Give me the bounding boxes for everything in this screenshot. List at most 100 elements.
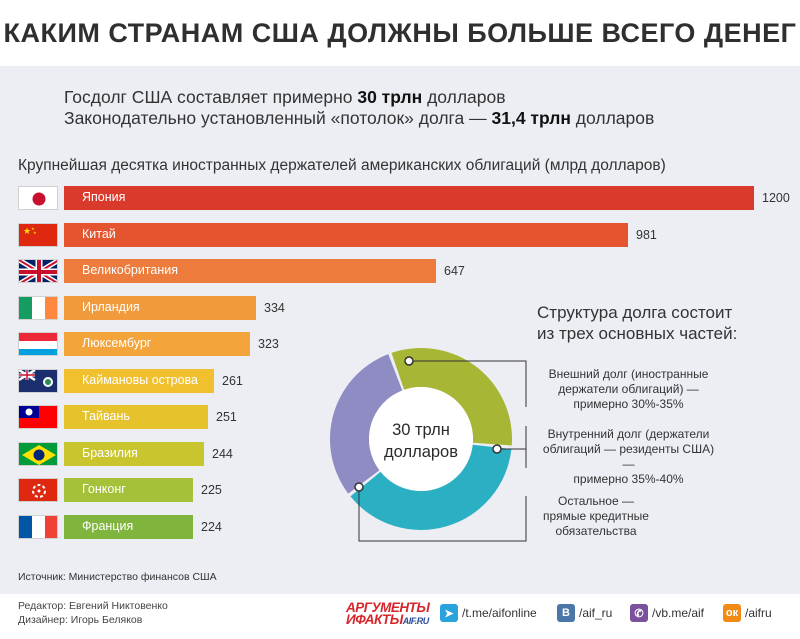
bar-value-label: 251 — [216, 410, 237, 424]
brand-logo[interactable]: АРГУМЕНТЫ ИФАКТЫAIF.RU — [346, 600, 436, 630]
intro-line-ceiling: Законодательно установленный «потолок» д… — [64, 108, 654, 129]
brand-domain: AIF.RU — [402, 616, 430, 626]
legend-line: облигаций — резиденты США) — — [542, 442, 715, 471]
bar-value-label: 261 — [222, 373, 243, 388]
bar-value-label: 334 — [264, 300, 285, 315]
legend-other: Остальное — прямые кредитные обязательст… — [536, 494, 656, 539]
bar-5: Каймановы острова — [64, 368, 214, 393]
intro-line1-post: долларов — [422, 87, 506, 107]
ireland-flag — [18, 295, 58, 320]
bar-9: Франция — [64, 514, 193, 539]
source-note: Источник: Министерство финансов США — [18, 571, 217, 583]
legend-line: Внешний долг (иностранные — [548, 367, 709, 381]
bar-category-label: Китай — [82, 226, 116, 241]
intro-line-debt: Госдолг США составляет примерно 30 трлн … — [64, 87, 506, 108]
page-title: КАКИМ СТРАНАМ США ДОЛЖНЫ БОЛЬШЕ ВСЕГО ДЕ… — [3, 18, 797, 48]
viber-icon: ✆ — [630, 604, 648, 622]
bar-3: Ирландия — [64, 295, 256, 320]
legend-line: Внутренний долг (держатели — [547, 427, 710, 441]
bar-value-label: 1200 — [762, 191, 790, 205]
intro-line2-post: долларов — [570, 108, 655, 128]
bar-value-label: 981 — [636, 227, 657, 242]
legend-line: Остальное — — [558, 494, 634, 508]
china-flag: ★ ★ ★ — [18, 222, 58, 247]
svg-text:★: ★ — [31, 226, 35, 231]
bar-1: Китай — [64, 222, 628, 247]
bar-0: Япония — [64, 186, 754, 210]
vk-icon: B — [557, 604, 575, 622]
legend-line: прямые кредитные — [543, 509, 649, 523]
header: КАКИМ СТРАНАМ США ДОЛЖНЫ БОЛЬШЕ ВСЕГО ДЕ… — [0, 0, 800, 66]
bar-category-label: Япония — [82, 190, 126, 204]
bar-category-label: Люксембург — [82, 336, 152, 350]
bar-category-label: Гонконг — [82, 482, 126, 496]
bar-value-label: 244 — [212, 446, 233, 461]
donut-title-line: из трех основных частей: — [537, 324, 738, 343]
leader-other — [358, 487, 527, 542]
donut-center-label: 30 трлн — [392, 421, 450, 439]
social-telegram-label: /t.me/aifonline — [462, 606, 537, 620]
editor-credit: Редактор: Евгений Никтовенко — [18, 600, 168, 612]
donut-slice-0 — [391, 348, 512, 446]
bar-2: Великобритания — [64, 259, 436, 283]
intro-line2-pre: Законодательно установленный «потолок» д… — [64, 108, 492, 128]
telegram-icon: ➤ — [440, 604, 458, 622]
social-viber[interactable]: ✆ /vb.me/aif — [630, 603, 704, 623]
social-telegram[interactable]: ➤ /t.me/aifonline — [440, 603, 537, 623]
donut-center-label: долларов — [384, 443, 458, 461]
uk-flag — [18, 259, 58, 283]
france-flag — [18, 514, 58, 539]
leader-internal-dot — [492, 444, 502, 454]
ok-icon: ок — [723, 604, 741, 622]
legend-line: держатели облигаций) — — [558, 382, 699, 396]
legend-line: обязательства — [555, 524, 637, 538]
leader-other-dot — [354, 482, 364, 492]
social-vk-label: /aif_ru — [579, 606, 613, 620]
svg-text:★: ★ — [33, 230, 37, 235]
brand-logo-top: АРГУМЕНТЫ — [346, 600, 430, 615]
hongkong-flag — [18, 478, 58, 502]
legend-line: примерно 30%-35% — [573, 397, 684, 411]
bar-category-label: Бразилия — [82, 445, 138, 460]
bar-category-label: Франция — [82, 518, 134, 533]
legend-internal-debt: Внутренний долг (держатели облигаций — р… — [536, 427, 721, 487]
bar-value-label: 225 — [201, 483, 222, 497]
donut-title: Структура долга состоит из трех основных… — [537, 302, 777, 344]
bar-6: Тайвань — [64, 405, 208, 429]
social-ok-label: /aifru — [745, 606, 772, 620]
brand-logo-name: ИФАКТЫ — [346, 612, 403, 627]
bar-value-label: 224 — [201, 519, 222, 534]
brazil-flag — [18, 441, 58, 466]
bar-8: Гонконг — [64, 478, 193, 502]
designer-credit: Дизайнер: Игорь Беляков — [18, 614, 143, 626]
cayman-flag — [18, 368, 58, 393]
bar-7: Бразилия — [64, 441, 204, 466]
intro-line1-bold: 30 трлн — [357, 87, 423, 107]
bar-4: Люксембург — [64, 332, 250, 356]
bar-category-label: Великобритания — [82, 263, 178, 277]
legend-line: примерно 35%-40% — [573, 472, 684, 486]
bar-value-label: 647 — [444, 264, 465, 278]
social-viber-label: /vb.me/aif — [652, 606, 705, 620]
social-ok[interactable]: ок /aifru — [723, 603, 772, 623]
donut-title-line: Структура долга состоит — [537, 303, 733, 322]
bar-chart-title: Крупнейшая десятка иностранных держателе… — [18, 157, 666, 174]
japan-flag — [18, 186, 58, 210]
legend-external-debt: Внешний долг (иностранные держатели обли… — [536, 367, 721, 412]
luxembourg-flag — [18, 332, 58, 356]
intro-line1-pre: Госдолг США составляет примерно — [64, 87, 358, 107]
brand-logo-bottom: ИФАКТЫAIF.RU — [346, 612, 429, 627]
bar-value-label: 323 — [258, 337, 279, 351]
donut-hole — [369, 387, 473, 491]
credits: Редактор: Евгений Никтовенко Дизайнер: И… — [18, 599, 168, 627]
svg-text:★: ★ — [23, 226, 31, 236]
taiwan-flag — [18, 405, 58, 429]
bar-category-label: Тайвань — [82, 409, 130, 423]
social-vk[interactable]: B /aif_ru — [557, 603, 612, 623]
bar-category-label: Каймановы острова — [82, 372, 198, 387]
leader-internal — [497, 426, 527, 468]
donut-slice-1 — [350, 444, 512, 530]
leader-external — [409, 360, 527, 407]
intro-line2-bold: 31,4 трлн — [491, 108, 571, 128]
